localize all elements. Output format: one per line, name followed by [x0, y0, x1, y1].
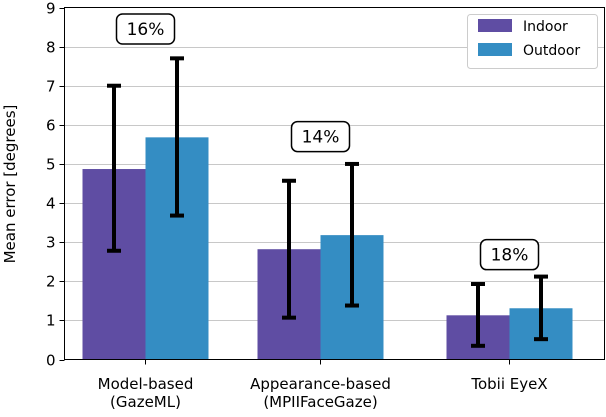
- annotation-box: [115, 13, 176, 45]
- y-tick-label: 6: [46, 117, 56, 135]
- y-tick-label: 1: [46, 312, 56, 330]
- error-bar-outdoor-3: [534, 274, 548, 342]
- error-bars: [107, 56, 548, 348]
- y-axis-ticks: 0 1 2 3 4 5 6 7 8 9: [46, 0, 65, 370]
- error-bar-indoor-3: [471, 282, 485, 348]
- annotation-text: 16%: [127, 20, 165, 40]
- x-tick-label-1: Model-based (GazeML): [98, 375, 194, 411]
- error-bar-indoor-2: [282, 178, 296, 320]
- y-tick-label: 5: [46, 156, 56, 174]
- y-axis-label: Mean error [degrees]: [1, 105, 19, 264]
- y-tick-label: 9: [46, 0, 56, 18]
- legend: Indoor Outdoor: [467, 14, 598, 69]
- annotation-1: 16%: [115, 13, 176, 45]
- annotation-text: 18%: [491, 246, 529, 266]
- legend-swatch-outdoor: [478, 43, 512, 56]
- annotation-3: 18%: [479, 238, 540, 271]
- annotation-2: 14%: [290, 120, 351, 153]
- error-bar-outdoor-2: [345, 161, 359, 308]
- legend-label-indoor: Indoor: [523, 19, 568, 35]
- y-tick-label: 4: [46, 195, 56, 213]
- y-tick-label: 2: [46, 273, 56, 291]
- y-tick-label: 0: [46, 352, 56, 370]
- error-bar-indoor-1: [107, 83, 121, 253]
- legend-label-outdoor: Outdoor: [523, 43, 580, 59]
- error-bar-outdoor-1: [170, 56, 184, 218]
- x-axis-labels: Model-based (GazeML) Appearance-based (MPII…: [98, 359, 548, 411]
- annotation-text: 14%: [302, 128, 340, 148]
- x-tick-label-3: Tobii EyeX: [470, 375, 547, 393]
- annotation-box: [290, 120, 351, 153]
- plot-frame: [64, 7, 605, 360]
- x-tick-label-2: Appearance-based (MPIIFaceGaze): [250, 375, 391, 411]
- y-tick-label: 7: [46, 78, 56, 96]
- y-tick-label: 8: [46, 39, 56, 57]
- annotation-box: [479, 238, 540, 271]
- legend-swatch-indoor: [478, 19, 512, 32]
- y-tick-label: 3: [46, 234, 56, 252]
- annotations: 16% 14% 18%: [115, 13, 540, 271]
